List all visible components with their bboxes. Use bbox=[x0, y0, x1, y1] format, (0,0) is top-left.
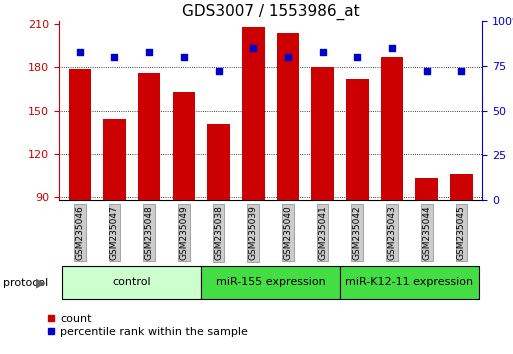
Text: protocol: protocol bbox=[3, 278, 48, 288]
Point bbox=[214, 68, 223, 74]
Point bbox=[319, 49, 327, 55]
Point bbox=[76, 49, 84, 55]
Text: GSM235039: GSM235039 bbox=[249, 205, 258, 260]
Text: GSM235046: GSM235046 bbox=[75, 205, 84, 260]
Bar bbox=[138, 73, 161, 200]
Text: GSM235043: GSM235043 bbox=[387, 205, 397, 260]
Text: GSM235038: GSM235038 bbox=[214, 205, 223, 260]
Text: GSM235041: GSM235041 bbox=[318, 205, 327, 260]
Bar bbox=[346, 79, 369, 200]
Text: GSM235049: GSM235049 bbox=[180, 205, 188, 260]
Point bbox=[423, 68, 431, 74]
Title: GDS3007 / 1553986_at: GDS3007 / 1553986_at bbox=[182, 4, 360, 20]
Text: GSM235048: GSM235048 bbox=[145, 205, 154, 260]
Bar bbox=[63, 266, 201, 299]
Bar bbox=[172, 92, 195, 200]
Point bbox=[284, 54, 292, 60]
Text: miR-155 expression: miR-155 expression bbox=[216, 277, 325, 287]
Point bbox=[457, 68, 465, 74]
Text: GSM235045: GSM235045 bbox=[457, 205, 466, 260]
Bar bbox=[311, 67, 334, 200]
Bar bbox=[450, 174, 472, 200]
Point bbox=[388, 45, 396, 51]
Text: GSM235044: GSM235044 bbox=[422, 205, 431, 260]
Text: GSM235040: GSM235040 bbox=[284, 205, 292, 260]
Bar bbox=[242, 27, 265, 200]
Bar bbox=[69, 69, 91, 200]
Text: miR-K12-11 expression: miR-K12-11 expression bbox=[345, 277, 473, 287]
Bar bbox=[103, 119, 126, 200]
Point bbox=[110, 54, 119, 60]
Point bbox=[180, 54, 188, 60]
Text: GSM235042: GSM235042 bbox=[353, 205, 362, 260]
Text: ▶: ▶ bbox=[35, 277, 45, 290]
Text: GSM235047: GSM235047 bbox=[110, 205, 119, 260]
Bar bbox=[207, 124, 230, 200]
Bar bbox=[416, 178, 438, 200]
Bar bbox=[277, 33, 299, 200]
Bar bbox=[340, 266, 479, 299]
Point bbox=[353, 54, 362, 60]
Point bbox=[145, 49, 153, 55]
Bar bbox=[381, 57, 403, 200]
Bar bbox=[201, 266, 340, 299]
Text: control: control bbox=[112, 277, 151, 287]
Legend: count, percentile rank within the sample: count, percentile rank within the sample bbox=[47, 314, 248, 337]
Point bbox=[249, 45, 258, 51]
